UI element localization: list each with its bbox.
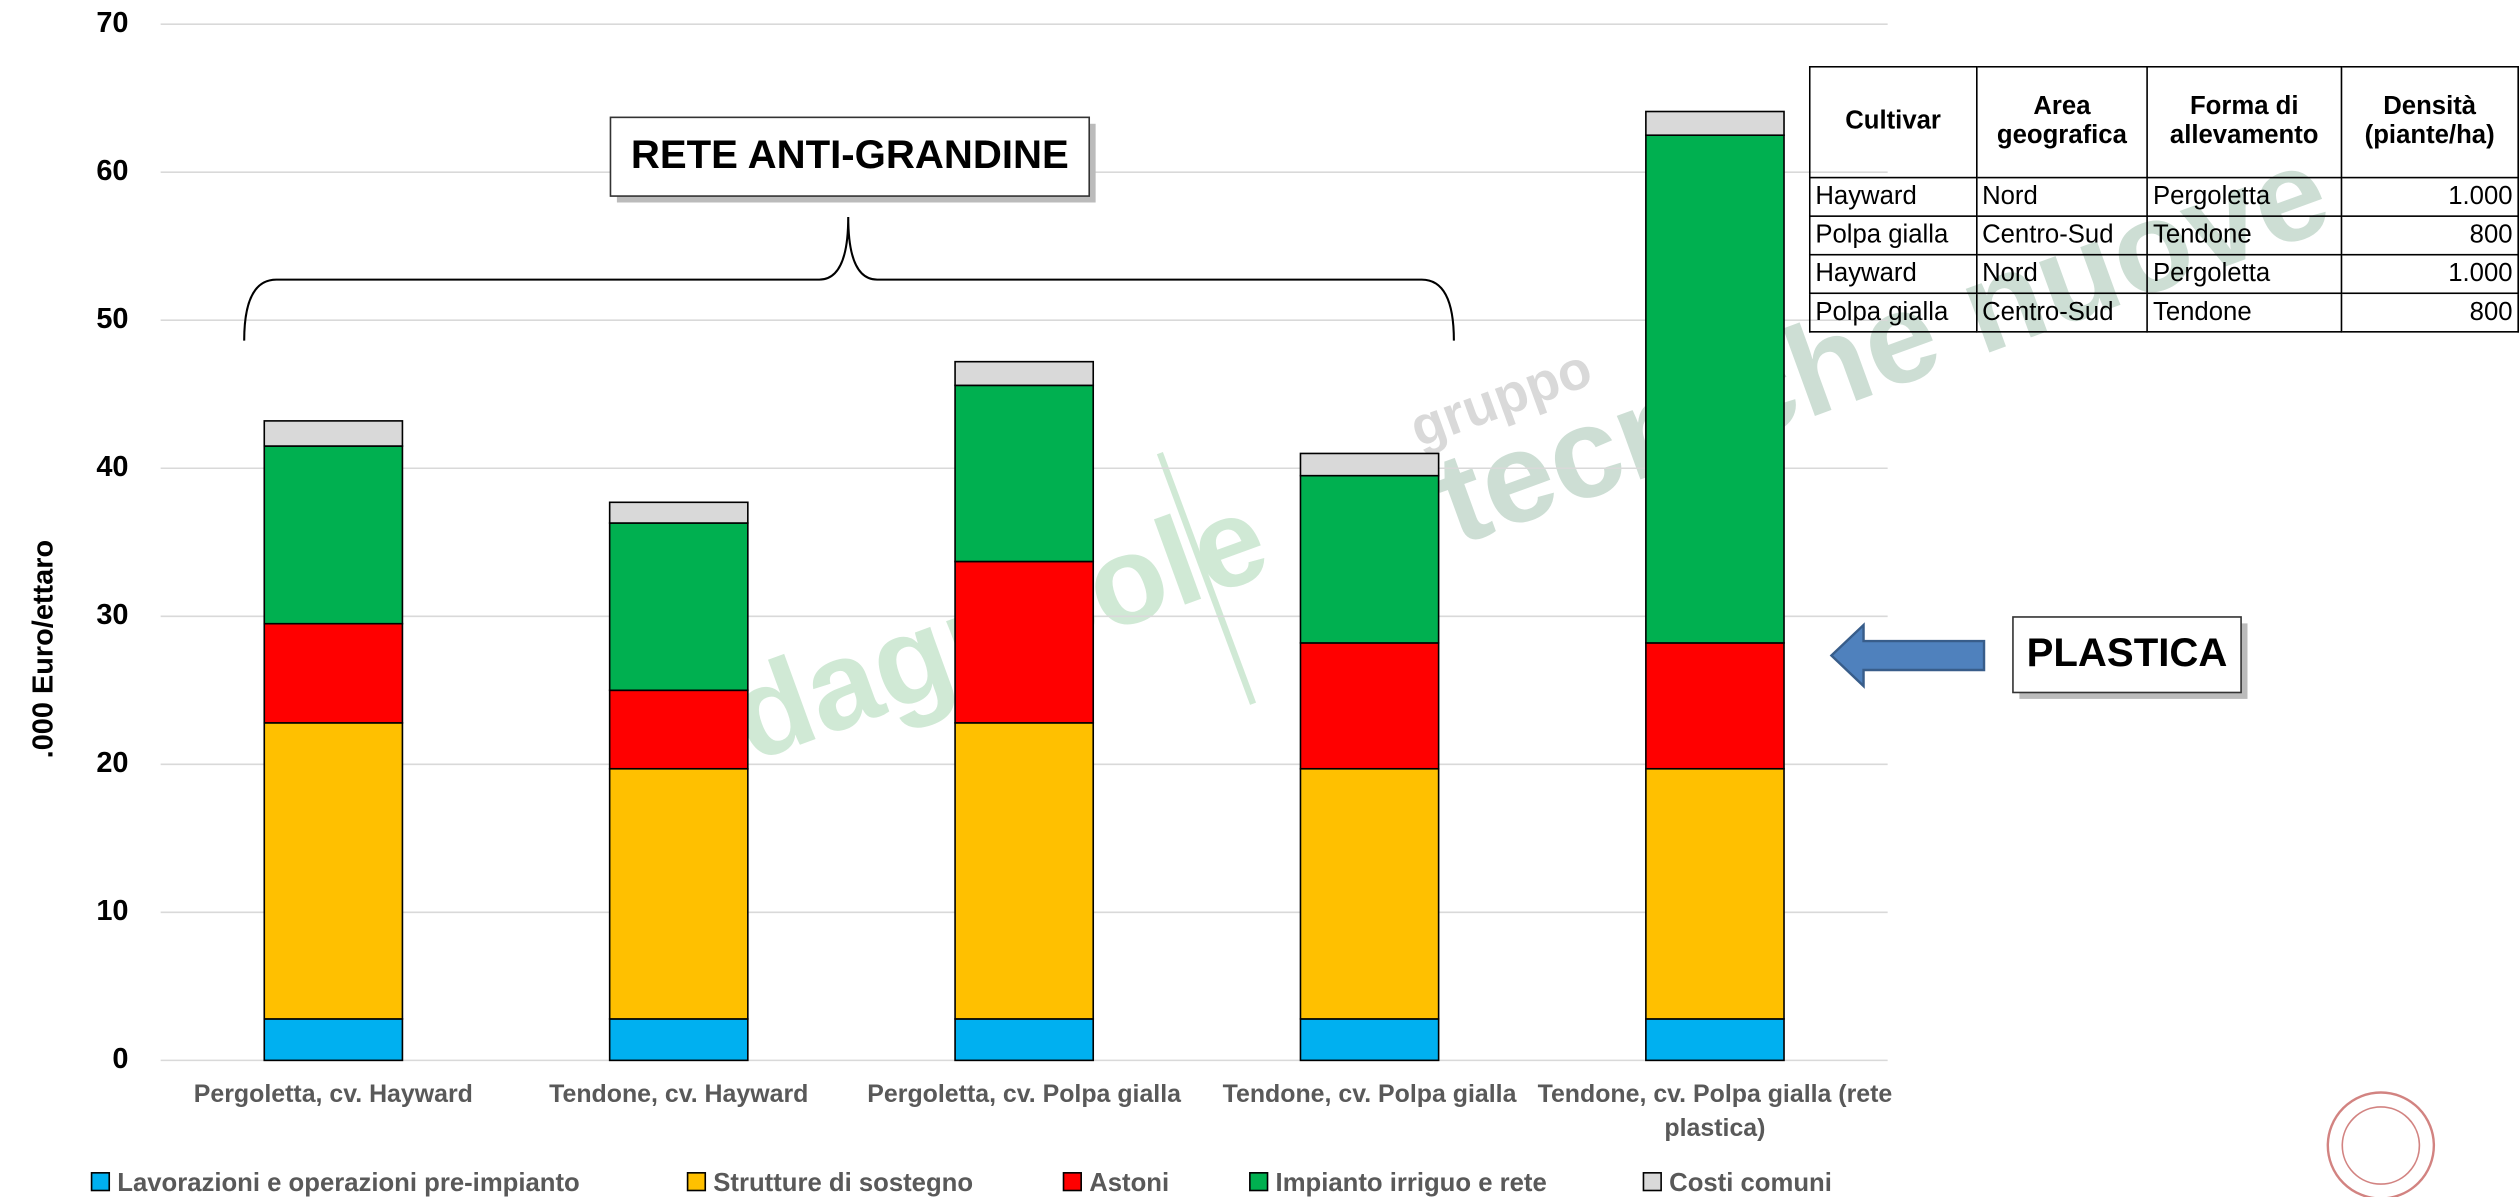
x-tick-label-box: Pergoletta, cv. Hayward	[193, 1081, 473, 1109]
bar-segment	[1299, 474, 1440, 644]
table-header-cell: Area geografica	[1975, 65, 2149, 179]
x-tick-label-box: Pergoletta, cv. Polpa gialla	[867, 1081, 1181, 1109]
y-tick-label: 70	[96, 7, 128, 39]
table-cell: Centro-Sud	[1975, 292, 2149, 333]
table-header-row: Cultivar Area geografica Forma di allevame…	[1808, 65, 2519, 179]
legend-swatch	[1642, 1172, 1662, 1192]
table-cell: Polpa gialla	[1808, 292, 1978, 333]
bar-segment	[1645, 134, 1785, 644]
annotation-box	[609, 116, 1091, 197]
legend-swatch	[686, 1172, 707, 1192]
bar-segment	[954, 1018, 1095, 1062]
bar-segment	[1299, 452, 1440, 477]
bar-segment	[1645, 642, 1785, 770]
table-header-cell: Cultivar	[1808, 65, 1978, 179]
bar-segment	[1299, 642, 1440, 770]
bar-segment	[608, 767, 749, 1020]
bar-segment	[1299, 767, 1440, 1020]
legend-label: Impianto irriguo e rete	[1276, 1169, 1547, 1197]
table-cell: 1.000	[2340, 253, 2519, 295]
x-tick-label: Tendone, cv. Polpa gialla (rete plastica…	[1537, 1081, 1893, 1143]
bar-segment	[263, 1018, 404, 1062]
legend-label: Lavorazioni e operazioni pre-impianto	[117, 1169, 579, 1197]
bar-segment	[954, 722, 1095, 1020]
table-cell: 1.000	[2340, 176, 2519, 217]
table-cell: Polpa gialla	[1808, 215, 1978, 256]
table-cell: Tendone	[2146, 215, 2342, 256]
table-cell: Hayward	[1808, 253, 1978, 295]
bar-segment	[608, 689, 749, 770]
table-cell: Tendone	[2146, 292, 2342, 333]
table-cell: Nord	[1975, 176, 2149, 217]
brace	[243, 216, 1455, 341]
bar-segment	[263, 420, 404, 447]
y-tick-label: 0	[112, 1043, 128, 1075]
table: Cultivar Area geografica Forma di allevame…	[1808, 65, 2519, 333]
bar-segment	[608, 522, 749, 692]
bar-segment	[954, 560, 1095, 724]
x-tick-label: Tendone, cv. Hayward	[549, 1081, 809, 1109]
legend-swatch	[1249, 1172, 1269, 1192]
bar-segment	[1645, 110, 1785, 136]
legend-swatch	[90, 1172, 111, 1192]
bar-segment	[1645, 767, 1785, 1020]
y-tick-label: 20	[96, 747, 128, 779]
y-tick-label: 60	[96, 155, 128, 187]
y-tick-label: 30	[96, 599, 128, 631]
table-row: Polpa gialla Centro-Sud Tendone 800	[1808, 292, 2519, 333]
bar-segment	[1299, 1018, 1440, 1062]
x-tick-label-box: Tendone, cv. Polpa gialla	[1222, 1081, 1517, 1109]
x-tick-label: Tendone, cv. Polpa gialla	[1222, 1081, 1517, 1109]
bar-segment	[608, 1018, 749, 1062]
table-row: Polpa gialla Centro-Sud Tendone 800	[1808, 215, 2519, 256]
bar-segment	[954, 384, 1095, 563]
annotation: PLASTICA	[2027, 630, 2228, 675]
x-tick-label-box: Tendone, cv. Hayward	[549, 1081, 809, 1109]
y-tick-label: 50	[96, 303, 128, 335]
table-cell: Pergoletta	[2146, 253, 2342, 295]
legend-label: Astoni	[1089, 1169, 1169, 1197]
table-cell: 800	[2340, 292, 2519, 333]
y-axis-label: .000 Euro/ettaro	[28, 540, 60, 758]
bar-segment	[263, 622, 404, 724]
table-cell: Centro-Sud	[1975, 215, 2149, 256]
table-row: Hayward Nord Pergoletta 1.000	[1808, 253, 2519, 295]
x-tick-label-box: Tendone, cv. Polpa gialla (rete plastica…	[1537, 1081, 1893, 1143]
x-tick-label: Pergoletta, cv. Hayward	[193, 1081, 473, 1109]
bar-segment	[954, 360, 1095, 387]
table-header-cell: Densità (piante/ha)	[2340, 65, 2519, 179]
annotation-box	[2012, 616, 2242, 694]
annotation: RETE ANTI-GRANDINE	[631, 132, 1069, 177]
bar-segment	[608, 501, 749, 524]
arrow	[1829, 622, 1986, 689]
table-row: Hayward Nord Pergoletta 1.000	[1808, 176, 2519, 217]
legend-label: Costi comuni	[1669, 1169, 1832, 1197]
y-tick-label: 40	[96, 451, 128, 483]
y-tick-label: 10	[96, 895, 128, 927]
bar-segment	[263, 445, 404, 625]
table-cell: Hayward	[1808, 176, 1978, 217]
x-tick-label: Pergoletta, cv. Polpa gialla	[867, 1081, 1181, 1109]
table-cell: Pergoletta	[2146, 176, 2342, 217]
watermark-line	[1156, 451, 1257, 705]
table-cell: 800	[2340, 215, 2519, 256]
bar-segment	[263, 722, 404, 1020]
bar-segment	[1645, 1018, 1785, 1062]
legend-label: Strutture di sostegno	[713, 1169, 973, 1197]
table-header-cell: Forma di allevamento	[2146, 65, 2342, 179]
table-cell: Nord	[1975, 253, 2149, 295]
legend-swatch	[1062, 1172, 1082, 1192]
logo	[2326, 1091, 2436, 1197]
